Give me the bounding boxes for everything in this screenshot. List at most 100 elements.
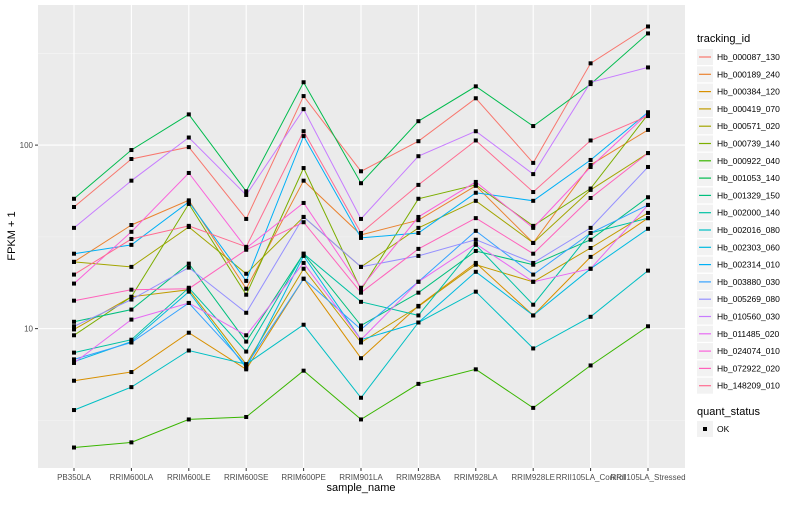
data-point-Hb_003880_030 [72,357,76,362]
series-points [72,24,650,450]
data-point-Hb_002314_010 [186,199,191,204]
data-point-Hb_000189_240 [129,222,134,227]
data-point-Hb_000384_120 [129,370,134,375]
y-tick-label: 10 [24,325,33,334]
data-point-Hb_072922_020 [588,195,593,200]
data-point-Hb_000739_140 [301,166,306,171]
data-point-Hb_000922_040 [531,405,536,410]
data-point-Hb_011485_020 [186,300,191,305]
data-point-Hb_002000_140 [301,251,306,256]
data-point-Hb_001053_140 [473,84,478,89]
data-point-Hb_010560_030 [531,172,536,177]
data-point-Hb_148209_010 [646,114,650,119]
data-point-Hb_024074_010 [588,164,593,169]
data-point-Hb_011485_020 [473,241,478,246]
data-point-Hb_002303_060 [301,253,306,258]
data-point-Hb_000739_140 [531,223,536,228]
legend-label: Hb_000739_140 [717,139,780,149]
data-point-Hb_010560_030 [359,216,363,221]
x-tick-label: RRII105LA_Stressed [610,473,685,482]
data-point-Hb_000087_130 [186,145,191,150]
data-point-Hb_001329_150 [186,261,191,266]
data-point-Hb_011485_020 [531,279,536,284]
data-point-Hb_005269_080 [588,225,593,230]
data-point-Hb_072922_020 [72,298,76,303]
data-point-Hb_148209_010 [416,182,421,187]
data-point-Hb_005269_080 [186,265,191,270]
data-point-Hb_005269_080 [72,324,76,329]
data-point-Hb_000571_020 [244,271,249,276]
x-tick-label: RRII105LA_Control [556,473,626,482]
legend-label: Hb_148209_010 [717,381,780,391]
data-point-Hb_002016_080 [359,395,363,400]
data-point-Hb_000419_070 [473,262,478,267]
legend-label: Hb_000571_020 [717,121,780,131]
data-point-Hb_002303_060 [473,269,478,274]
data-point-Hb_005269_080 [473,237,478,242]
data-point-Hb_011485_020 [129,317,134,322]
legend-label: Hb_002016_080 [717,225,780,235]
data-point-Hb_003880_030 [588,230,593,235]
data-point-Hb_002303_060 [531,313,536,318]
data-point-Hb_002314_010 [416,230,421,235]
data-point-Hb_011485_020 [244,333,249,338]
legend-label: Hb_011485_020 [717,329,780,339]
data-point-Hb_003880_030 [301,276,306,281]
data-point-Hb_000922_040 [473,367,478,372]
data-point-Hb_000571_020 [531,240,536,245]
data-point-Hb_003880_030 [473,228,478,233]
data-point-Hb_002000_140 [244,349,249,354]
x-axis-title: sample_name [326,482,395,494]
data-point-Hb_002000_140 [646,216,650,221]
data-point-Hb_010560_030 [646,65,650,70]
data-point-Hb_002000_140 [72,350,76,355]
legend-label: Hb_000189_240 [717,69,780,79]
data-point-Hb_148209_010 [531,190,536,195]
data-point-Hb_002314_010 [531,198,536,203]
data-point-Hb_000571_020 [473,198,478,203]
data-point-Hb_000087_130 [416,139,421,144]
data-point-Hb_000571_020 [72,259,76,264]
data-point-Hb_001053_140 [186,112,191,117]
data-point-Hb_000739_140 [416,196,421,201]
data-point-Hb_002016_080 [72,408,76,413]
data-point-Hb_010560_030 [416,154,421,159]
data-point-Hb_011485_020 [416,279,421,284]
data-point-Hb_000189_240 [646,127,650,132]
data-point-Hb_001329_150 [646,195,650,200]
x-tick-label: RRIM600LE [167,473,211,482]
data-point-Hb_011485_020 [359,337,363,342]
x-tick-label: RRIM928BA [396,473,441,482]
legend: tracking_id Hb_000087_130 Hb_000189_240 Hb… [697,33,780,437]
x-tick-label: RRIM928LE [511,473,555,482]
x-tick-label: RRIM928LA [454,473,498,482]
data-point-Hb_024074_010 [186,170,191,175]
data-point-Hb_000922_040 [301,368,306,373]
data-point-Hb_002016_080 [129,385,134,390]
data-point-Hb_000739_140 [244,292,249,297]
legend-label: Hb_010560_030 [717,312,780,322]
data-point-Hb_001053_140 [646,31,650,36]
data-point-Hb_000419_070 [72,327,76,332]
data-point-Hb_148209_010 [244,244,249,249]
data-point-Hb_002000_140 [416,313,421,318]
data-point-Hb_072922_020 [359,290,363,295]
data-point-Hb_000087_130 [473,96,478,101]
data-point-Hb_001053_140 [72,196,76,201]
x-tick-label: RRIM600SE [224,473,268,482]
data-point-Hb_024074_010 [129,229,134,234]
y-axis: 10 100 [20,141,38,334]
data-point-Hb_002303_060 [186,289,191,294]
data-point-Hb_002016_080 [531,346,536,351]
data-point-Hb_024074_010 [473,179,478,184]
legend-title-tracking-id: tracking_id [697,33,750,45]
data-point-Hb_024074_010 [301,200,306,205]
data-point-Hb_003880_030 [531,272,536,277]
legend-label: Hb_001053_140 [717,173,780,183]
data-point-Hb_148209_010 [301,129,306,134]
data-point-Hb_003880_030 [359,327,363,332]
data-point-Hb_002314_010 [72,251,76,256]
data-point-Hb_000922_040 [244,414,249,419]
data-point-Hb_001329_150 [416,290,421,295]
data-point-Hb_002016_080 [588,314,593,319]
